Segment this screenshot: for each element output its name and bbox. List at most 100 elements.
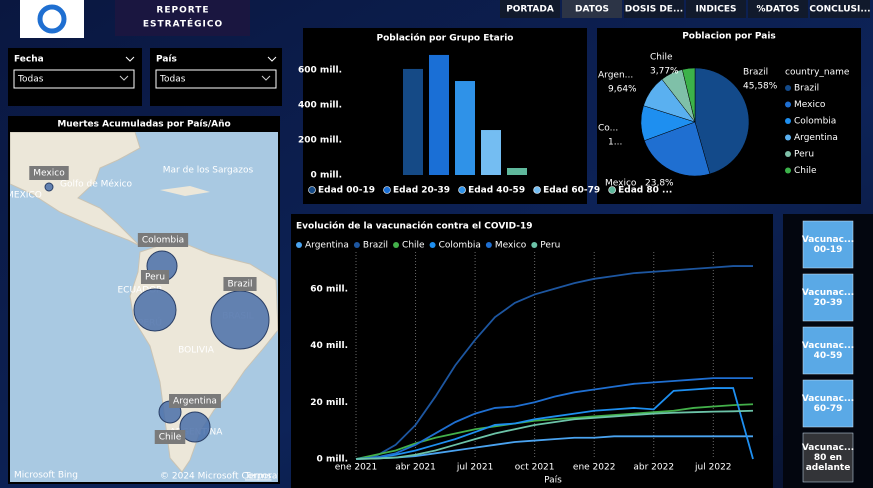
tab-bg[interactable]	[500, 0, 560, 18]
filter-button[interactable]: Vacunac...00-19	[802, 220, 854, 269]
button-bg[interactable]	[802, 220, 854, 269]
button-label[interactable]: 40-59	[814, 351, 843, 361]
tab-label[interactable]: %DATOS	[756, 5, 799, 15]
map-credit: Terms	[244, 472, 272, 482]
legend-dot	[308, 186, 316, 194]
tab-label[interactable]: DOSIS DE...	[625, 5, 683, 15]
y-tick-label: 60 mill.	[310, 284, 348, 294]
tab-bg[interactable]	[748, 0, 808, 18]
tab-bg[interactable]	[624, 0, 684, 18]
y-tick-label: 0 mill.	[311, 171, 342, 181]
tab-label[interactable]: DATOS	[575, 5, 609, 15]
tab-bg[interactable]	[686, 0, 746, 18]
button-bg[interactable]	[802, 326, 854, 375]
x-tick-label: jul 2022	[694, 463, 731, 473]
tab-label[interactable]: INDICES	[696, 5, 737, 15]
slice-value-label: 1...	[608, 138, 622, 148]
filter-button[interactable]: Vacunac...60-79	[802, 379, 854, 428]
pie-slice	[694, 67, 750, 175]
legend-dot	[785, 101, 791, 108]
legend-label: Edad 20-39	[393, 186, 450, 196]
legend-dot	[458, 186, 466, 194]
line-panel	[291, 214, 773, 488]
legend-dot	[353, 242, 360, 248]
map: Mar de los Sargazos Golfo de México MEXICO…	[10, 132, 295, 482]
line	[355, 265, 753, 460]
button-label[interactable]: Vacunac...	[802, 341, 854, 351]
legend-label: Edad 60-79	[543, 186, 600, 196]
bubble-label-bg	[137, 233, 189, 247]
bubble-label: Mexico	[33, 169, 65, 179]
tab[interactable]: %DATOS	[748, 0, 808, 18]
filter-chevron	[125, 56, 135, 62]
x-tick-label: jul 2021	[456, 463, 493, 473]
dropdown-box[interactable]	[155, 69, 277, 89]
dropdown[interactable]: Todas	[155, 69, 277, 89]
button-label[interactable]: 80 en	[814, 453, 842, 463]
x-tick-label: abr 2021	[395, 463, 436, 473]
chart-title: Muertes Acumuladas por País/Año	[57, 120, 230, 130]
button-bg[interactable]	[802, 432, 854, 483]
bar	[455, 81, 475, 175]
tab[interactable]: DATOS	[562, 0, 622, 18]
button-label[interactable]: 20-39	[814, 298, 843, 308]
tab-bg[interactable]	[562, 0, 622, 18]
bubble-label-bg	[29, 166, 69, 180]
tab-label[interactable]: CONCLUSI...	[809, 5, 870, 15]
legend-dot	[785, 167, 791, 174]
filter-button[interactable]: Vacunac...20-39	[802, 273, 854, 322]
legend-label: Argentina	[794, 133, 838, 143]
y-tick-label: 0 mill.	[317, 455, 348, 465]
tab[interactable]: PORTADA	[500, 0, 560, 18]
x-tick-label: abr 2022	[633, 463, 674, 473]
button-bg[interactable]	[802, 379, 854, 428]
button-bg[interactable]	[802, 273, 854, 322]
tab-label[interactable]: PORTADA	[506, 5, 554, 15]
map-credit: © 2024 Microsoft Corporation	[160, 472, 295, 482]
x-tick-label: ene 2021	[335, 463, 378, 473]
basemap-label: Mar de los Sargazos	[163, 166, 254, 176]
button-label[interactable]: 00-19	[814, 245, 843, 255]
legend-dot	[393, 242, 400, 248]
dropdown-chevron[interactable]	[119, 75, 129, 81]
dropdown-chevron[interactable]	[261, 75, 271, 81]
button-label[interactable]: Vacunac...	[802, 235, 854, 245]
y-tick-label: 600 mill.	[298, 66, 342, 76]
dropdown[interactable]: Todas	[13, 69, 135, 89]
chart-title: Poblacion por Pais	[682, 32, 776, 42]
legend-dot	[785, 134, 791, 141]
legend-dot	[785, 85, 791, 91]
button-label[interactable]: adelante	[806, 463, 851, 473]
legend-dot	[485, 242, 492, 248]
x-tick-label: ene 2022	[573, 463, 616, 473]
tab[interactable]: CONCLUSI...	[809, 0, 871, 18]
dropdown-box[interactable]	[13, 69, 135, 89]
report-title: REPORTE	[156, 6, 209, 16]
y-tick-label: 20 mill.	[310, 398, 348, 408]
button-label[interactable]: Vacunac...	[802, 288, 854, 298]
pie-slice	[682, 67, 696, 123]
bar	[481, 130, 501, 175]
bubble-label-bg	[169, 394, 221, 408]
filter-button[interactable]: Vacunac...40-59	[802, 326, 854, 375]
bubble	[133, 288, 177, 332]
basemap-label: Golfo de México	[60, 179, 133, 190]
legend-label: Argentina	[305, 241, 349, 251]
dropdown-value[interactable]: Todas	[17, 75, 44, 85]
button-label[interactable]: 60-79	[814, 404, 843, 414]
dropdown-value[interactable]: Todas	[159, 75, 186, 85]
line	[355, 387, 754, 460]
tab[interactable]: DOSIS DE...	[624, 0, 684, 18]
button-label[interactable]: Vacunac...	[802, 394, 854, 404]
tab-bg[interactable]	[810, 0, 870, 18]
filter-chevron	[267, 56, 277, 62]
button-label[interactable]: Vacunac...	[802, 443, 854, 453]
bubble-label: Brazil	[227, 280, 252, 290]
legend-label: Peru	[794, 150, 814, 160]
tab[interactable]: INDICES	[686, 0, 746, 18]
slice-label: Brazil	[743, 68, 768, 78]
legend-dot	[533, 186, 541, 194]
bubble-label: Argentina	[173, 397, 217, 407]
